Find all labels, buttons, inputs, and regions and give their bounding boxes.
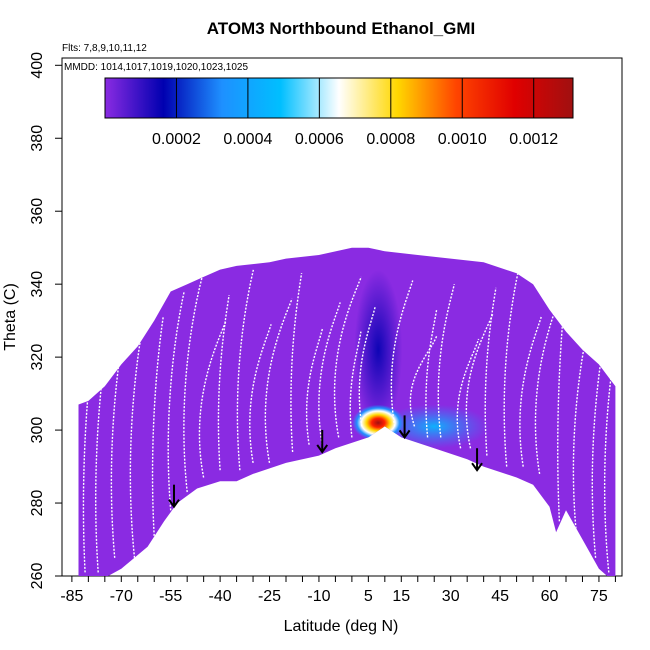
flight-track bbox=[557, 265, 570, 522]
x-axis: -85 -70 -55 -40 -25 -10 5 15 30 45 60 75 bbox=[60, 576, 616, 605]
data-field bbox=[78, 247, 616, 576]
flights-note: Flts: 7,8,9,10,11,12 bbox=[62, 43, 147, 54]
y-tick-label: 400 bbox=[29, 52, 46, 79]
y-tick-label: 320 bbox=[29, 344, 46, 371]
x-tick-label: -55 bbox=[159, 588, 182, 605]
peak-value-region bbox=[352, 404, 405, 441]
flight-track bbox=[425, 309, 438, 438]
y-tick-label: 280 bbox=[29, 490, 46, 517]
y-axis: 260 280 300 320 340 360 380 400 bbox=[29, 52, 62, 590]
x-tick-label: 45 bbox=[491, 588, 509, 605]
flight-track bbox=[249, 324, 272, 464]
x-tick-label: -10 bbox=[307, 588, 330, 605]
colorbar-tick-label: 0.0004 bbox=[223, 131, 272, 148]
y-tick-label: 360 bbox=[29, 198, 46, 225]
flight-track bbox=[503, 262, 521, 467]
flight-track bbox=[305, 327, 324, 445]
tropical-plume bbox=[354, 269, 403, 430]
flight-track bbox=[519, 316, 542, 467]
y-axis-label: Theta (C) bbox=[2, 283, 19, 351]
arrow-markers bbox=[168, 415, 483, 509]
colorbar bbox=[104, 77, 574, 119]
flight-track bbox=[290, 273, 303, 453]
colorbar-tick-label: 0.0008 bbox=[366, 131, 415, 148]
flight-track bbox=[151, 316, 164, 536]
x-tick-label: 75 bbox=[590, 588, 608, 605]
arrow-head bbox=[316, 444, 329, 454]
field-detail bbox=[82, 262, 616, 573]
flight-track bbox=[217, 294, 230, 471]
y-tick-label: 340 bbox=[29, 271, 46, 298]
y-tick-label: 300 bbox=[29, 417, 46, 444]
x-axis-label: Latitude (deg N) bbox=[284, 618, 399, 635]
flight-track bbox=[236, 269, 255, 471]
flight-track bbox=[358, 305, 376, 427]
flight-track bbox=[82, 338, 95, 573]
colorbar-tick-label: 0.0006 bbox=[295, 131, 344, 148]
x-tick-label: 15 bbox=[392, 588, 410, 605]
flight-track bbox=[264, 298, 293, 464]
flight-track bbox=[437, 284, 455, 438]
flight-track bbox=[456, 338, 480, 449]
x-tick-label: -25 bbox=[258, 588, 281, 605]
flight-track bbox=[409, 334, 438, 427]
x-tick-label: -85 bbox=[60, 588, 83, 605]
x-tick-label: -40 bbox=[209, 588, 232, 605]
colorbar-ticks: 0.0002 0.0004 0.0006 0.0008 0.0010 0.0012 bbox=[152, 78, 558, 148]
flight-track bbox=[183, 265, 206, 493]
x-tick-label: 60 bbox=[541, 588, 559, 605]
colorbar-tick-label: 0.0002 bbox=[152, 131, 201, 148]
y-tick-label: 260 bbox=[29, 563, 46, 590]
flight-track bbox=[465, 313, 494, 449]
flight-track bbox=[333, 276, 362, 438]
dates-note: MMDD: 1014,1017,1019,1020,1023,1025 bbox=[64, 62, 248, 73]
colorbar-tick-label: 0.0012 bbox=[509, 131, 558, 148]
field-region bbox=[78, 247, 616, 576]
arrow-head bbox=[471, 462, 483, 472]
arrow-head bbox=[398, 429, 411, 440]
flight-track bbox=[484, 287, 497, 456]
flight-track bbox=[349, 331, 362, 438]
colorbar-tick-label: 0.0010 bbox=[438, 131, 487, 148]
x-tick-label: -70 bbox=[110, 588, 133, 605]
arrow-head bbox=[168, 499, 180, 509]
flight-track bbox=[591, 294, 615, 558]
flight-track bbox=[198, 320, 227, 478]
chart-title: ATOM3 Northbound Ethanol_GMI bbox=[207, 19, 476, 38]
y-tick-label: 380 bbox=[29, 125, 46, 152]
plot-frame bbox=[61, 57, 623, 577]
flight-track bbox=[167, 291, 185, 511]
subtropical-band bbox=[379, 404, 490, 449]
x-tick-label: 30 bbox=[442, 588, 460, 605]
x-tick-label: 5 bbox=[364, 588, 373, 605]
